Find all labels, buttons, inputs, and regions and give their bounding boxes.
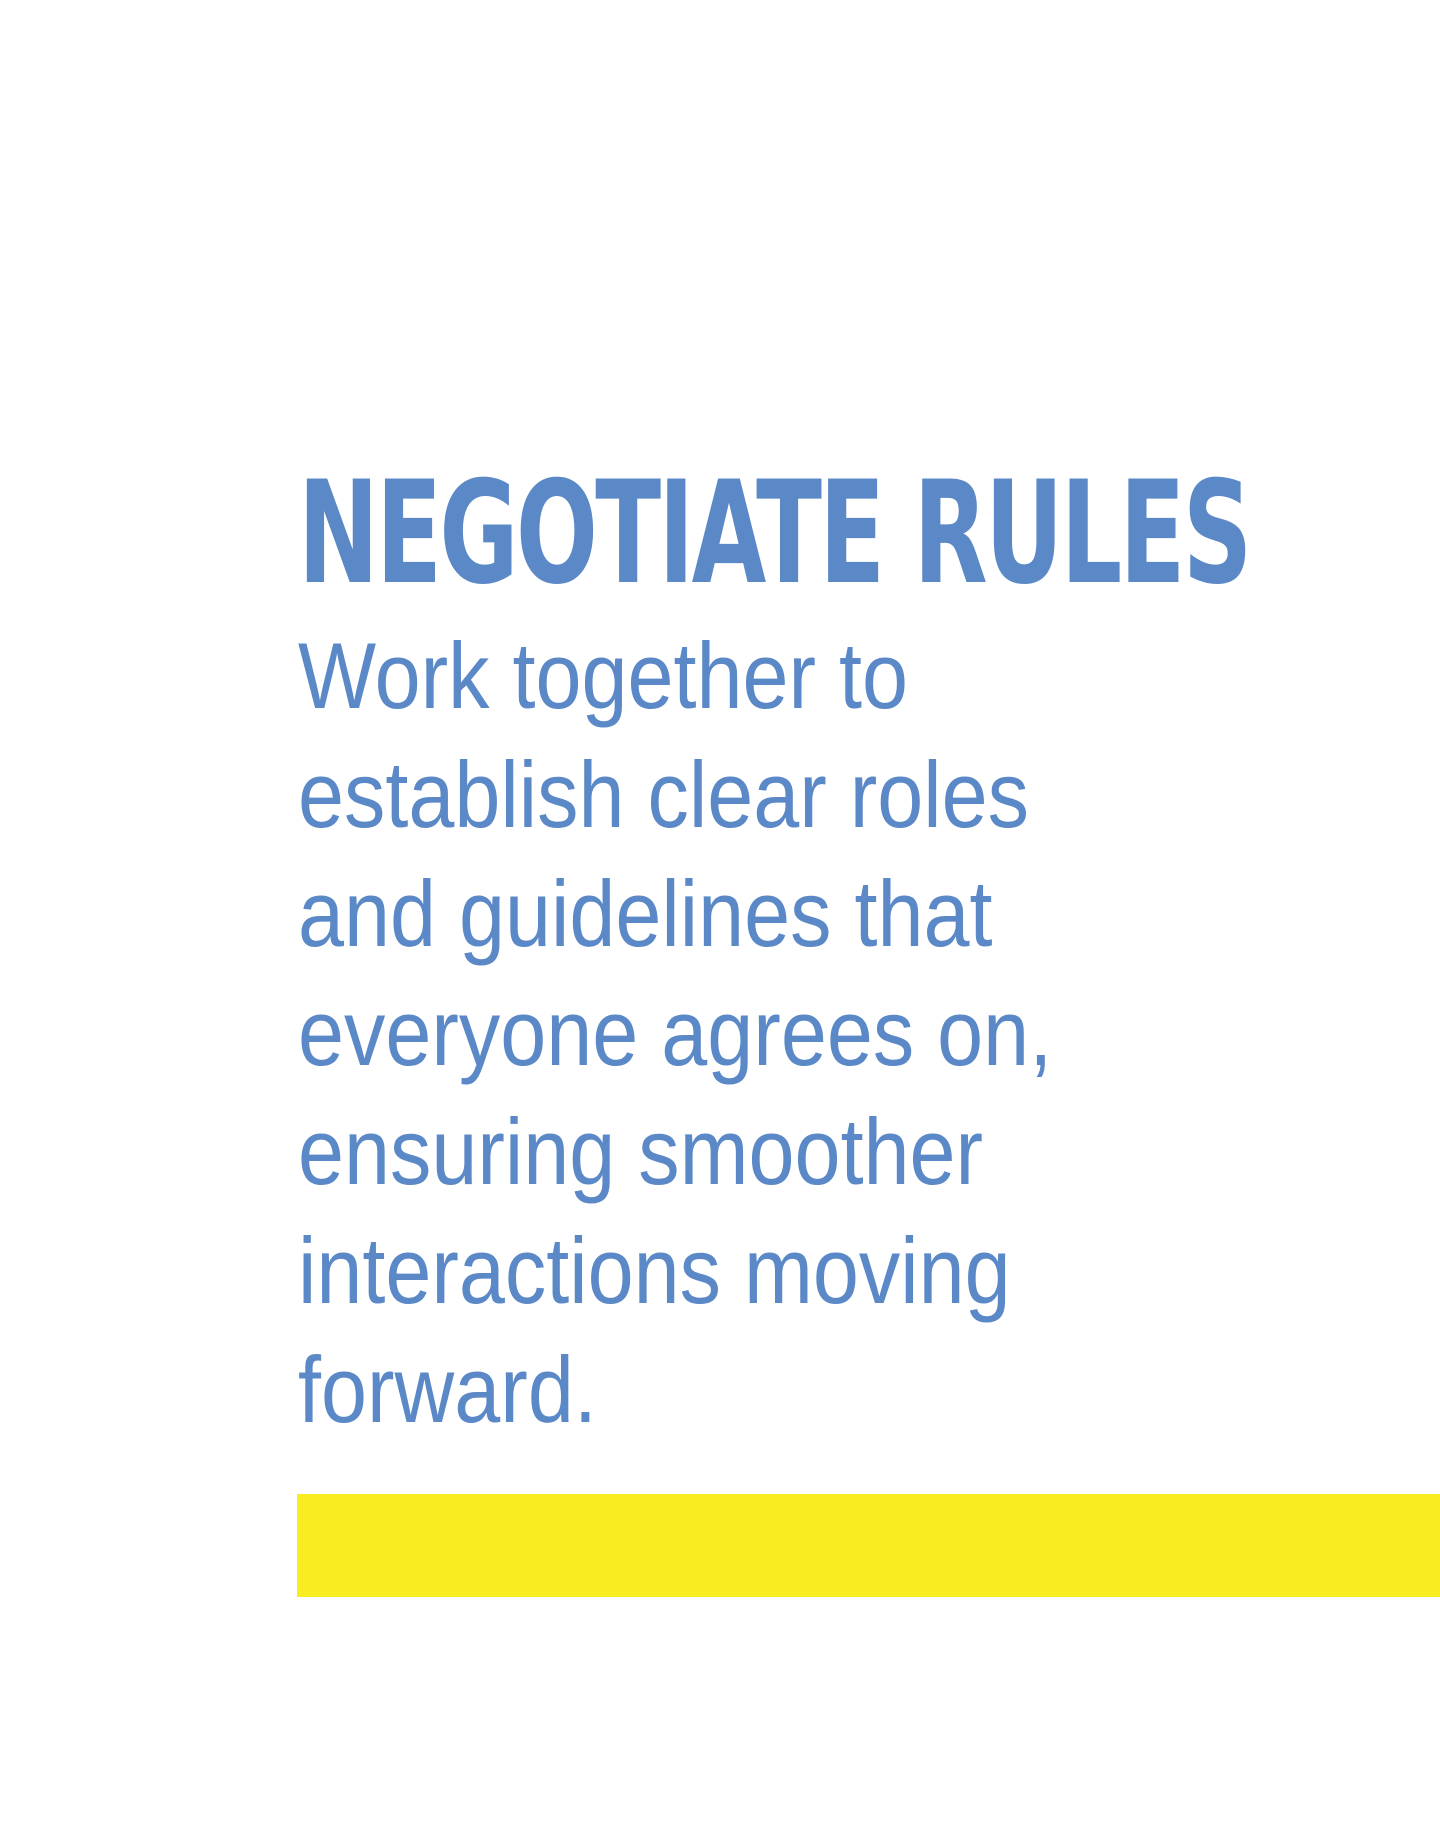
body-line: interactions moving: [298, 1218, 1011, 1323]
body-line: establish clear roles: [298, 742, 1030, 847]
body-line: and guidelines that: [298, 861, 993, 966]
heading-title: NEGOTIATE RULES: [298, 451, 1252, 616]
body-line: everyone agrees on,: [298, 980, 1053, 1085]
body-line: ensuring smoother: [298, 1099, 984, 1204]
body-line: Work together to: [298, 623, 908, 728]
body-line: forward.: [298, 1337, 597, 1442]
accent-bar: [297, 1494, 1440, 1597]
body-paragraph: Work together to establish clear roles a…: [298, 616, 1160, 1449]
tip-card: NEGOTIATE RULES Work together to establi…: [298, 460, 1398, 1449]
